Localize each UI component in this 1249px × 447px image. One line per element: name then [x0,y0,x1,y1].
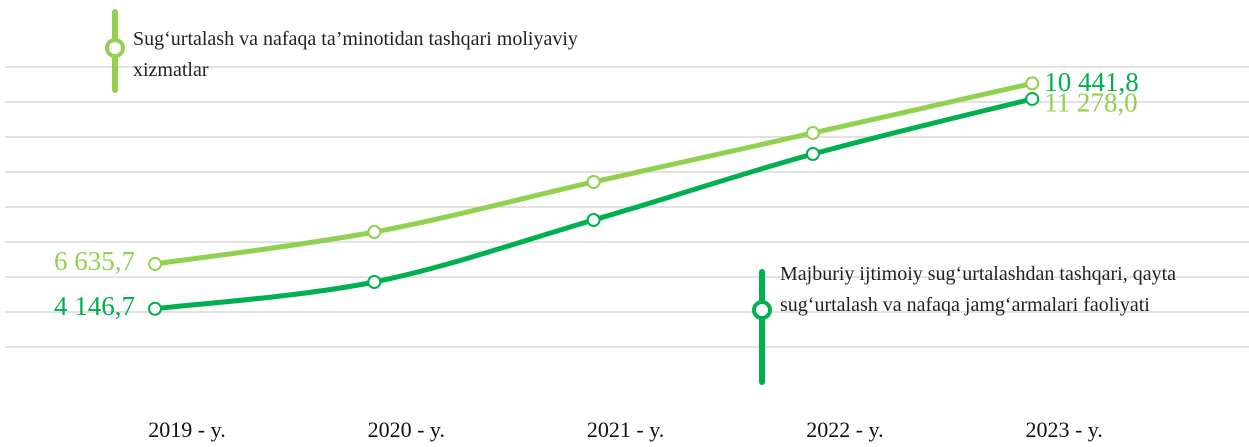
legend-marker [752,300,772,320]
point [586,174,601,189]
point [805,147,820,161]
data-label: 4 146,7 [54,291,135,321]
x-tick-label: 2020 - y. [368,417,445,442]
x-tick-label: 2023 - y. [1025,417,1102,442]
point [367,225,382,240]
data-label: 6 635,7 [54,246,135,276]
point [148,256,162,271]
point [586,213,601,227]
x-tick-label: 2021 - y. [587,417,664,442]
point [367,275,382,289]
point [805,125,820,140]
legend-entry: Sug‘urtalash va nafaqa ta’minotidan tash… [133,28,578,81]
data-label: 10 441,8 [1044,67,1139,97]
legend-marker [105,38,125,58]
point [148,301,162,316]
line [154,80,1033,267]
point [1025,91,1040,106]
x-tick-label: 2019 - y. [148,417,225,442]
data-label: 11 278,0 [1044,88,1138,118]
point [1025,76,1040,91]
legend-entry: Majburiy ijtimoiy sug‘urtalashdan tashqa… [780,263,1177,316]
x-tick-label: 2022 - y. [806,417,883,442]
